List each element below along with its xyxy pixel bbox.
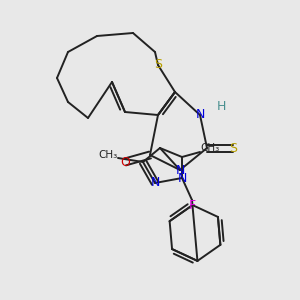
Text: O: O [120, 155, 130, 169]
Text: CH₃: CH₃ [200, 143, 220, 153]
Text: F: F [189, 199, 196, 212]
Text: CH₃: CH₃ [98, 150, 118, 160]
Text: S: S [229, 142, 237, 154]
Text: N: N [195, 109, 205, 122]
Text: S: S [154, 58, 162, 71]
Text: H: H [216, 100, 226, 113]
Text: N: N [177, 172, 187, 184]
Text: N: N [175, 164, 185, 176]
Text: N: N [150, 176, 160, 190]
